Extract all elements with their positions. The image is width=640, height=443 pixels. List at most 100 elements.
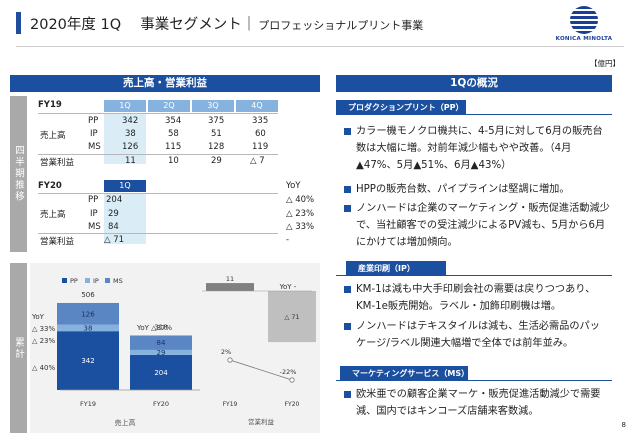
- sales-bar-pp-fy20: [130, 354, 192, 390]
- fy20-pp-q1: 204: [106, 195, 123, 205]
- section-rule-ip: [336, 275, 612, 276]
- op-margin-point-fy20: [289, 377, 295, 383]
- sales-bar-pp-fy19: [57, 331, 119, 390]
- bullet-square-icon: [344, 186, 351, 193]
- op-value-fy20: △ 71: [284, 313, 299, 321]
- fy19-pp-q3: 375: [208, 116, 225, 126]
- fy20-label: FY20: [38, 181, 62, 191]
- fy19-q1-highlight: [104, 114, 146, 164]
- fy19-seg-ms: MS: [88, 142, 101, 152]
- sales-value-ms-fy20: 84: [157, 339, 166, 347]
- sales-total-fy19: 506: [81, 291, 95, 299]
- fy19-op-q3: 29: [211, 156, 222, 166]
- fy20-q1-header: 1Q: [104, 180, 146, 192]
- header: 2020年度 1Q 事業セグメント｜ プロフェッショナルプリント事業 KONICA…: [0, 0, 640, 50]
- fy19-op-rule: [38, 154, 278, 155]
- op-margin-line: 2% -22%: [221, 348, 297, 383]
- legend-swatch-ip: [85, 278, 90, 283]
- page-title-main: 2020年度 1Q 事業セグメント｜: [30, 17, 257, 33]
- sales-bar-ms-fy20: [130, 335, 192, 350]
- fy19-ip-q3: 51: [211, 129, 222, 139]
- fy19-q4-header: 4Q: [236, 100, 278, 112]
- fy19-seg-ip: IP: [90, 129, 98, 139]
- fy20-op-yoy: -: [286, 235, 290, 245]
- sales-yoy-total: YoY △37%: [136, 324, 172, 332]
- bullet-square-icon: [344, 323, 351, 330]
- sales-yoy-pp: △ 40%: [32, 364, 56, 372]
- unit-label: 【億円】: [590, 59, 620, 68]
- fy20-op-label: 営業利益: [40, 237, 75, 247]
- fy20-seg-ip: IP: [90, 209, 98, 219]
- op-cat-fy19: FY19: [223, 401, 238, 408]
- bullet-pp-1: カラー機モノクロ機共に、4-5月に対して6月の販売台数は大幅に増。対前年減少幅も…: [344, 123, 610, 174]
- fy19-q3-header: 3Q: [192, 100, 234, 112]
- op-margin-label-fy19: 2%: [221, 348, 231, 356]
- op-value-fy19: 11: [226, 275, 234, 283]
- fy19-ms-q2: 115: [165, 142, 182, 152]
- sales-bars: 342 38 126 506 204 29 84 318: [57, 291, 192, 390]
- fy19-sales-label: 売上高: [40, 131, 66, 141]
- sales-bar-ms-fy19: [57, 302, 119, 325]
- op-cat-fy20: FY20: [285, 401, 300, 408]
- fy19-q1-header: 1Q: [104, 100, 146, 112]
- fy20-ip-yoy: △ 23%: [286, 209, 315, 219]
- bullet-pp-2: HPPの販売台数、パイプラインは堅調に増加。: [344, 181, 610, 198]
- fy19-ms-q4: 119: [252, 142, 269, 152]
- fy19-seg-pp: PP: [88, 116, 99, 126]
- sales-yoy-label: YoY: [31, 313, 45, 321]
- fy19-ms-q1: 126: [122, 142, 139, 152]
- fy19-op-label: 営業利益: [40, 158, 75, 168]
- op-yoy: YoY -: [279, 283, 297, 291]
- section-rule-ms: [336, 380, 612, 381]
- cumulative-charts-svg: PP IP MS 342 38 126 506 204 29 84 318 FY19 FY20…: [31, 275, 316, 427]
- legend-label-ms: MS: [113, 277, 123, 285]
- cumulative-charts-area: PP IP MS 342 38 126 506 204 29 84 318 FY19 FY20…: [30, 263, 320, 433]
- op-bar-fy19: [206, 283, 254, 291]
- sales-yoy-ip: △ 23%: [32, 337, 56, 345]
- fy19-label: FY19: [38, 100, 62, 110]
- fy20-yoy-header: YoY: [286, 181, 301, 191]
- bullet-square-icon: [344, 391, 351, 398]
- op-margin-label-fy20: -22%: [280, 368, 297, 376]
- sales-value-ip-fy19: 38: [84, 324, 93, 332]
- fy19-ip-q1: 38: [125, 129, 136, 139]
- fy19-op-q2: 10: [168, 156, 179, 166]
- sales-cat-fy20: FY20: [153, 400, 169, 408]
- fy19-pp-q4: 335: [252, 116, 269, 126]
- sales-legend: PP IP MS: [62, 277, 123, 285]
- op-bar-fy20: [268, 291, 316, 343]
- sales-xlabel: 売上高: [115, 418, 136, 427]
- fy19-header-rule: [38, 113, 278, 114]
- legend-label-ip: IP: [93, 277, 99, 285]
- section-heading-ip: 産業印刷（IP）: [346, 261, 446, 276]
- fy20-ms-yoy: △ 33%: [286, 222, 315, 232]
- bullet-square-icon: [344, 286, 351, 293]
- page-title-sub: プロフェッショナルプリント事業: [258, 19, 424, 32]
- company-logo: KONICA MINOLTA: [548, 6, 620, 42]
- sales-yoy-ms: △ 33%: [32, 325, 56, 333]
- logo-text: KONICA MINOLTA: [555, 36, 613, 42]
- title-accent-bar: [16, 12, 21, 34]
- fy19-op-q4: △ 7: [250, 156, 265, 166]
- left-panel-title: 売上高・営業利益: [10, 75, 320, 92]
- op-margin-point-fy19: [227, 357, 233, 363]
- fy19-pp-q1: 342: [122, 116, 139, 126]
- sales-cat-fy19: FY19: [80, 400, 96, 408]
- op-xlabel: 営業利益: [248, 417, 275, 426]
- fy20-q1-highlight: [104, 194, 146, 244]
- bullet-square-icon: [344, 205, 351, 212]
- fy20-op-rule: [38, 233, 278, 234]
- legend-label-pp: PP: [70, 277, 78, 285]
- fy19-ms-q3: 128: [208, 142, 225, 152]
- page-number: 8: [621, 421, 626, 429]
- section-rule-pp: [336, 114, 612, 115]
- fy20-op-q1: △ 71: [104, 235, 125, 245]
- op-bars: 11 △ 71: [206, 275, 316, 343]
- bullet-square-icon: [344, 128, 351, 135]
- bullet-ms-1: 欧米亜での顧客企業マーケ・販売促進活動減少で需要減、国内ではキンコーズ店舗来客数…: [344, 386, 610, 420]
- sales-value-ip-fy20: 29: [157, 349, 166, 357]
- fy19-q2-header: 2Q: [148, 100, 190, 112]
- sales-bar-ip-fy19: [57, 324, 119, 332]
- fy19-pp-q2: 354: [165, 116, 182, 126]
- fy19-op-q1: 11: [125, 156, 136, 166]
